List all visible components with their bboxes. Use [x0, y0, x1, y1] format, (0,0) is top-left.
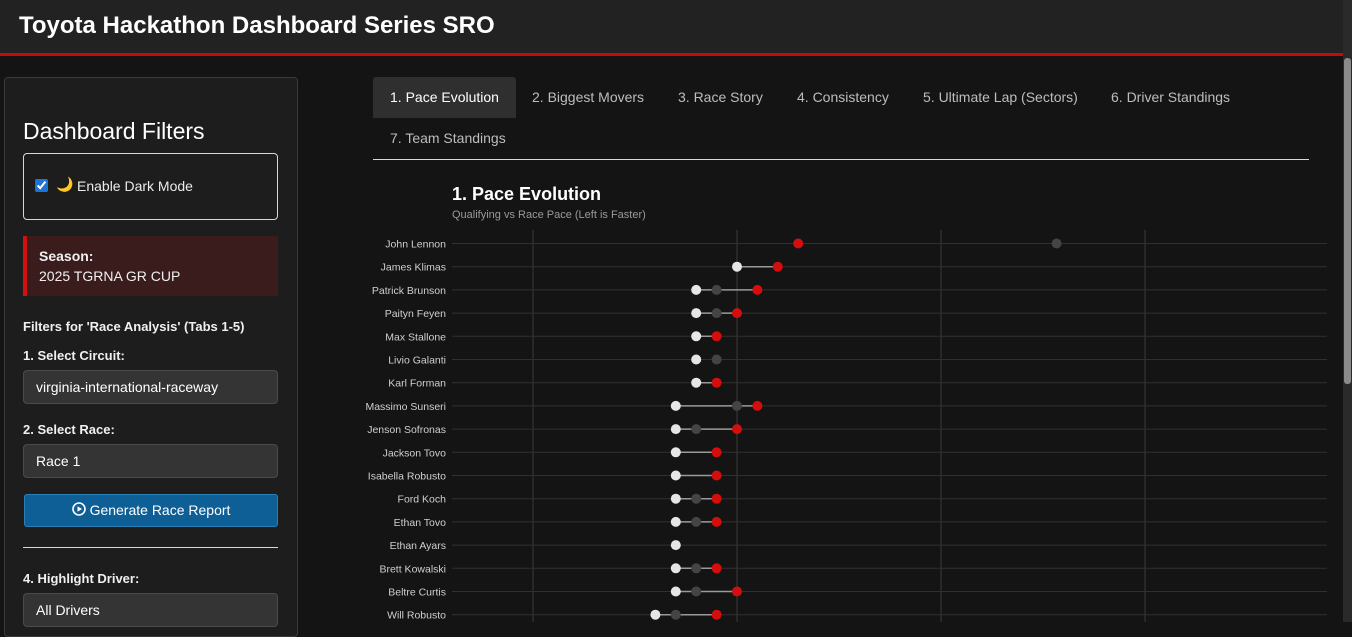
race-pace-point — [711, 516, 722, 527]
race-pace-point — [752, 400, 763, 411]
tab-pace-evolution[interactable]: 1. Pace Evolution — [373, 77, 516, 118]
tab-team-standings[interactable]: 7. Team Standings — [390, 130, 506, 146]
qualifying-pace-point — [732, 261, 742, 272]
app-header: Toyota Hackathon Dashboard Series SRO — [0, 0, 1343, 56]
driver-label: Isabella Robusto — [368, 471, 446, 483]
play-circle-icon — [71, 496, 86, 527]
tab-ultimate-lap[interactable]: 5. Ultimate Lap (Sectors) — [923, 89, 1078, 105]
driver-label: James Klimas — [381, 262, 446, 274]
tab-race-story[interactable]: 3. Race Story — [678, 89, 763, 105]
season-info-box: Season: 2025 TGRNA GR CUP — [23, 236, 278, 296]
qualifying-pace-point — [670, 540, 681, 551]
qualifying-pace-point — [670, 470, 681, 481]
page-scrollbar[interactable] — [1343, 0, 1352, 622]
filters-heading: Filters for 'Race Analysis' (Tabs 1-5) — [23, 319, 245, 334]
mid-pace-point — [691, 493, 702, 504]
chart-title: 1. Pace Evolution — [452, 184, 602, 204]
qualifying-pace-point — [670, 400, 681, 411]
driver-label: Massimo Sunseri — [365, 401, 446, 413]
race-select[interactable]: Race 1 — [23, 444, 278, 478]
circuit-select[interactable]: virginia-international-raceway — [23, 370, 278, 404]
race-label: 2. Select Race: — [23, 422, 115, 437]
qualifying-pace-point — [650, 609, 661, 620]
race-pace-point — [711, 377, 722, 388]
dark-mode-toggle-box: 🌙 Enable Dark Mode — [23, 153, 278, 220]
dark-mode-checkbox[interactable] — [35, 179, 48, 192]
season-label: Season: — [39, 248, 94, 264]
tab-biggest-movers[interactable]: 2. Biggest Movers — [532, 89, 645, 105]
qualifying-pace-point — [691, 284, 702, 295]
qualifying-pace-point — [670, 516, 681, 527]
filters-sidebar: Dashboard Filters 🌙 Enable Dark Mode Sea… — [4, 77, 298, 637]
qualifying-pace-point — [691, 377, 702, 388]
driver-label: Ethan Tovo — [394, 517, 447, 529]
qualifying-pace-point — [670, 586, 681, 597]
mid-pace-point — [711, 354, 722, 365]
app-title: Toyota Hackathon Dashboard Series SRO — [19, 12, 495, 39]
mid-pace-point — [711, 308, 722, 319]
mid-pace-point — [691, 424, 702, 435]
driver-label: Paityn Feyen — [385, 308, 446, 320]
driver-label: Livio Galanti — [388, 355, 446, 367]
race-pace-point — [732, 424, 742, 435]
generate-button-label: Generate Race Report — [89, 502, 231, 518]
race-pace-point — [793, 238, 804, 249]
race-pace-point — [711, 470, 722, 481]
generate-race-report-button[interactable]: Generate Race Report — [24, 494, 278, 527]
race-pace-point — [711, 493, 722, 504]
season-value: 2025 TGRNA GR CUP — [39, 268, 181, 284]
race-pace-point — [732, 308, 742, 319]
qualifying-pace-point — [670, 447, 681, 458]
chart-subtitle: Qualifying vs Race Pace (Left is Faster) — [452, 209, 646, 221]
mid-pace-point — [691, 516, 702, 527]
circuit-label: 1. Select Circuit: — [23, 348, 125, 363]
tab-consistency[interactable]: 4. Consistency — [797, 89, 889, 105]
driver-label: John Lennon — [385, 239, 446, 251]
race-pace-point — [732, 586, 742, 597]
mid-pace-point — [691, 563, 702, 574]
qualifying-pace-point — [691, 354, 702, 365]
race-pace-point — [752, 284, 763, 295]
report-tabs: 1. Pace Evolution 2. Biggest Movers 3. R… — [373, 77, 1309, 160]
sidebar-title: Dashboard Filters — [23, 118, 205, 144]
mid-pace-point — [711, 284, 722, 295]
race-pace-point — [711, 563, 722, 574]
mid-pace-point — [1051, 238, 1062, 249]
qualifying-pace-point — [691, 308, 702, 319]
qualifying-pace-point — [670, 563, 681, 574]
mid-pace-point — [691, 586, 702, 597]
scrollbar-thumb[interactable] — [1344, 58, 1351, 384]
driver-label: Karl Forman — [388, 378, 446, 390]
driver-label: Ethan Ayars — [390, 540, 446, 552]
driver-label: Jenson Sofronas — [367, 424, 446, 436]
highlight-driver-label: 4. Highlight Driver: — [23, 571, 140, 586]
driver-label: Max Stallone — [385, 331, 446, 343]
race-pace-point — [711, 331, 722, 342]
pace-evolution-chart: John Lennon James Klimas Patrick Brunson Pa… — [365, 230, 1327, 622]
sidebar-divider — [23, 547, 278, 548]
dark-mode-label[interactable]: Enable Dark Mode — [77, 178, 193, 194]
driver-label: Ford Koch — [398, 494, 447, 506]
moon-icon: 🌙 — [56, 176, 74, 192]
driver-label: Brett Kowalski — [379, 563, 446, 575]
race-pace-point — [772, 261, 783, 272]
mid-pace-point — [670, 609, 681, 620]
qualifying-pace-point — [670, 493, 681, 504]
race-pace-point — [711, 447, 722, 458]
qualifying-pace-point — [691, 331, 702, 342]
mid-pace-point — [732, 400, 742, 411]
race-pace-point — [711, 609, 722, 620]
driver-label: Jackson Tovo — [383, 447, 447, 459]
driver-label: Will Robusto — [387, 610, 446, 622]
driver-label: Beltre Curtis — [388, 587, 446, 599]
qualifying-pace-point — [670, 424, 681, 435]
driver-label: Patrick Brunson — [372, 285, 446, 297]
tab-driver-standings[interactable]: 6. Driver Standings — [1111, 89, 1231, 105]
